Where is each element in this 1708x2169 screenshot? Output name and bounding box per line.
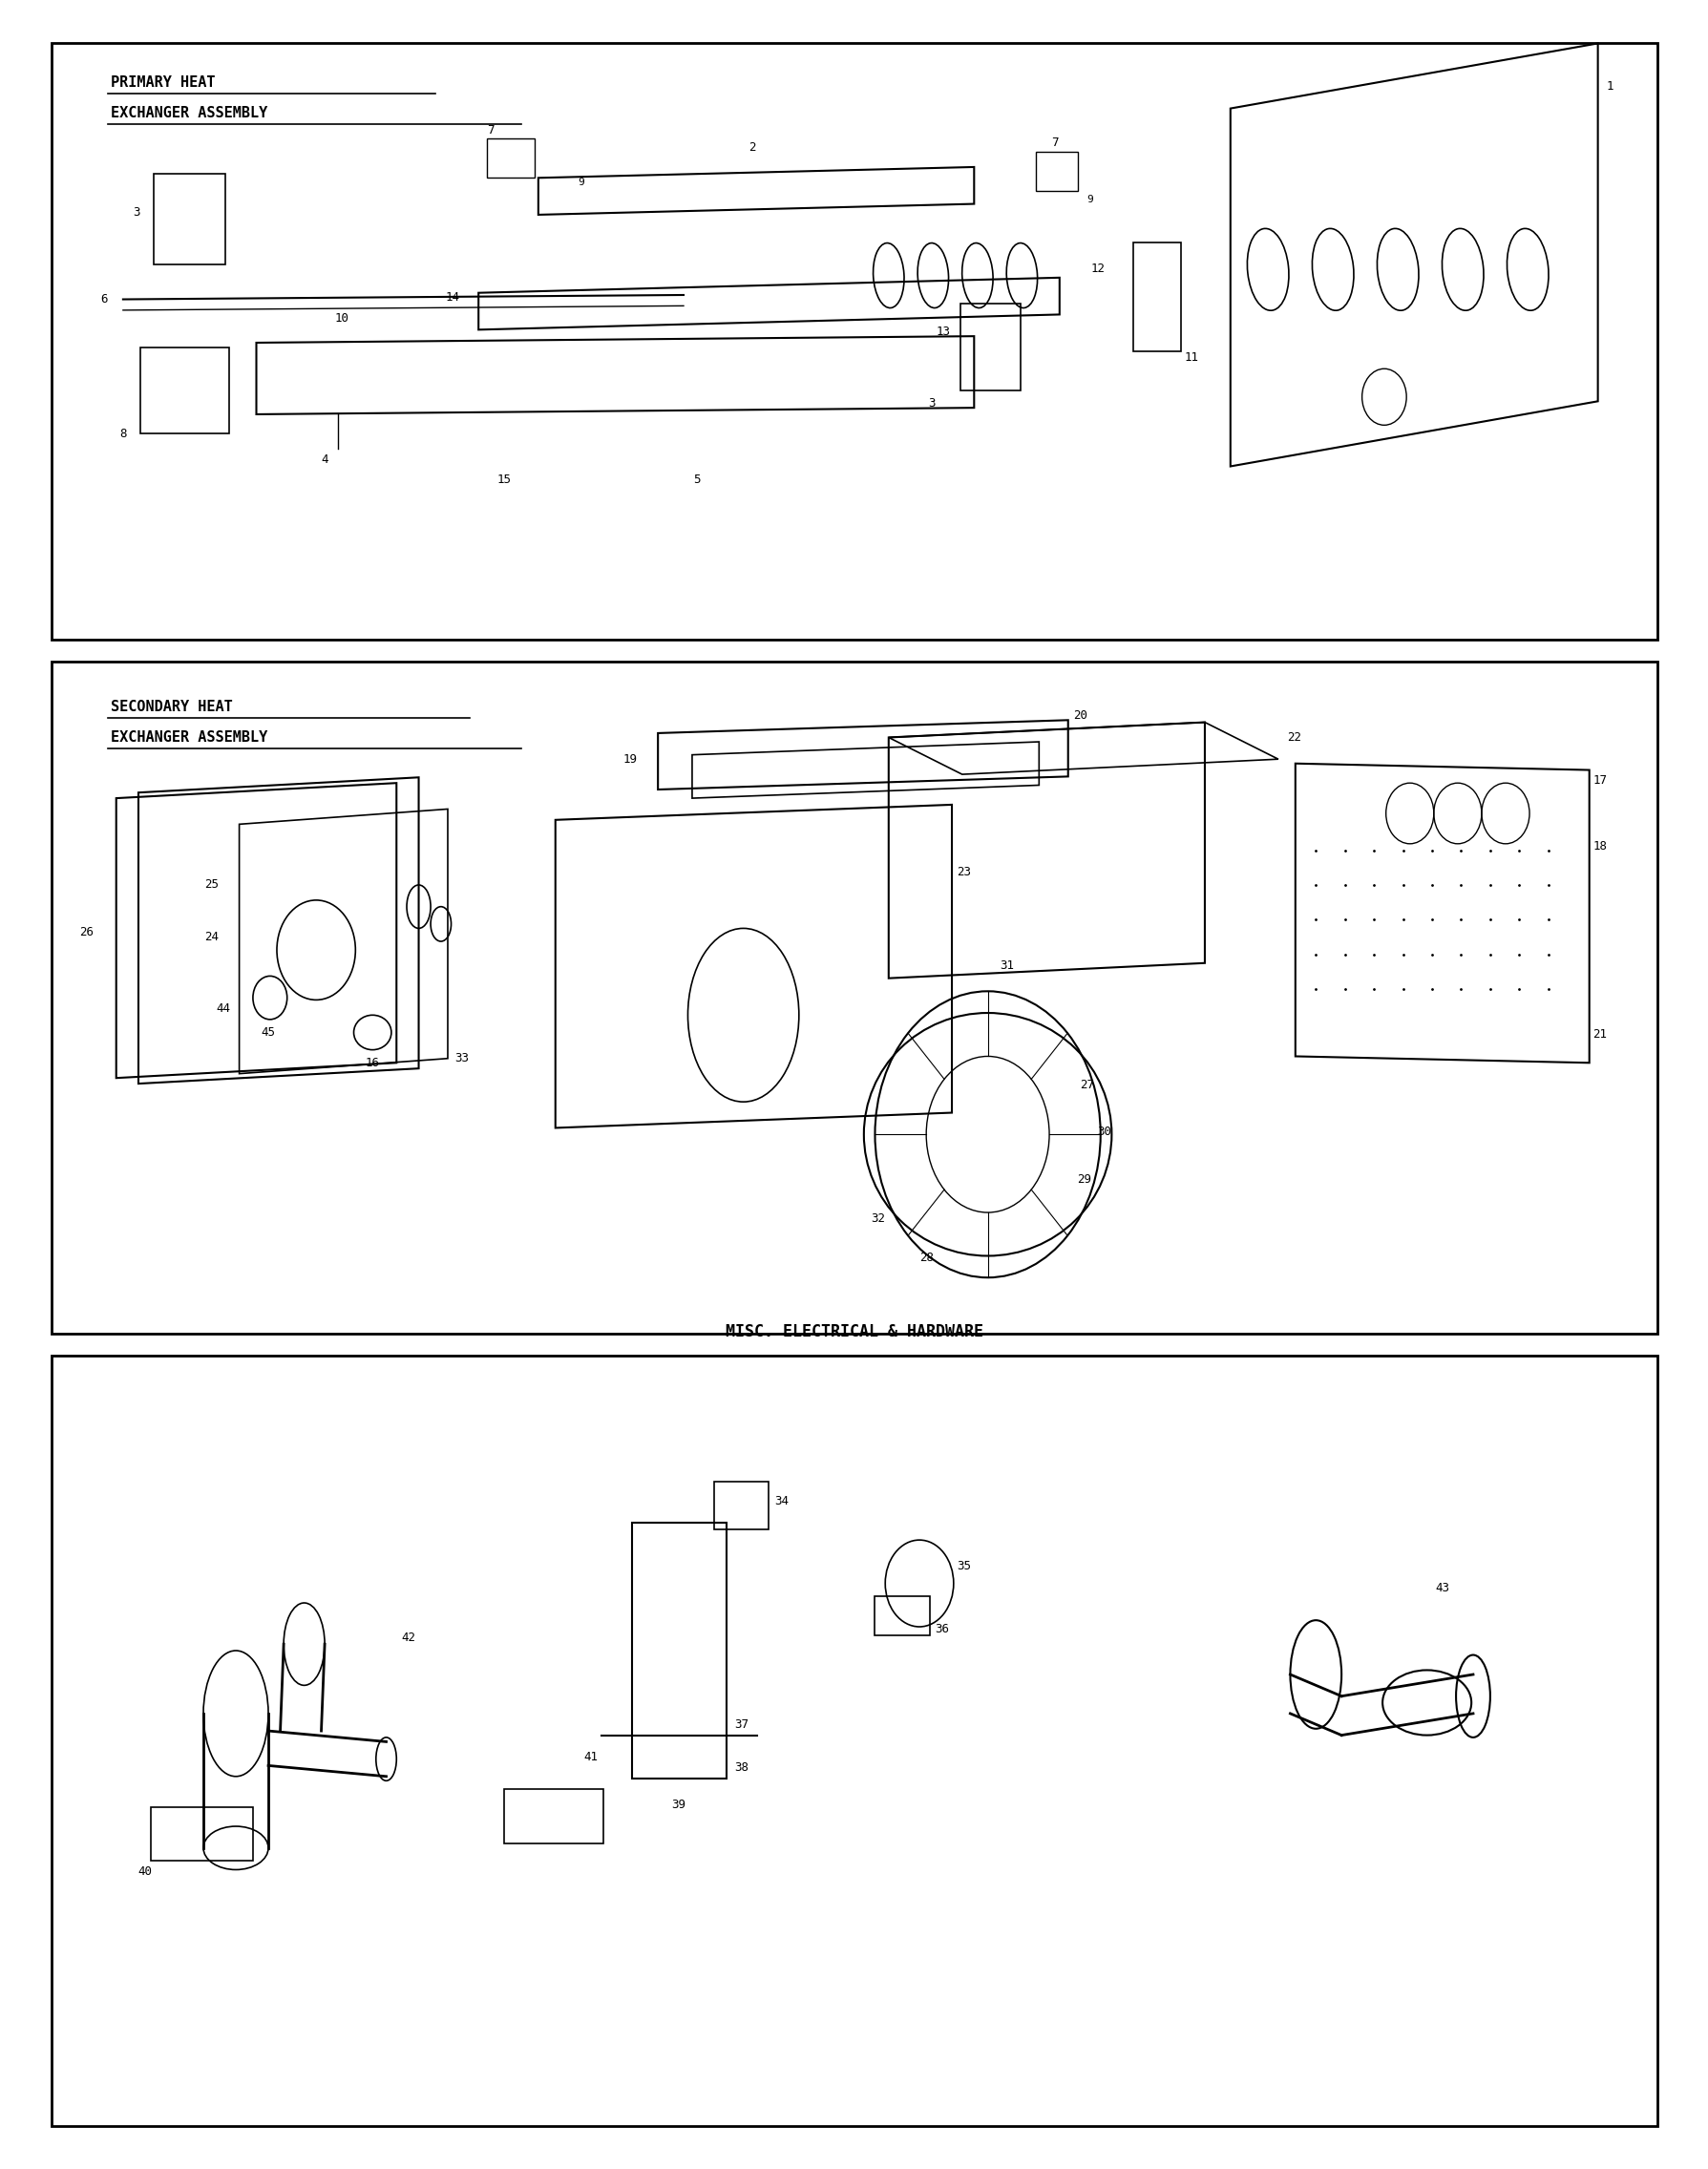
Text: 28: 28	[919, 1252, 933, 1265]
Bar	[504, 1789, 603, 1844]
Text: 23: 23	[956, 865, 970, 878]
Bar	[140, 347, 229, 434]
Text: 41: 41	[584, 1750, 598, 1763]
Text: 22: 22	[1286, 731, 1300, 744]
Bar	[714, 1481, 769, 1529]
Text: EXCHANGER ASSEMBLY: EXCHANGER ASSEMBLY	[111, 731, 268, 744]
Text: 33: 33	[454, 1052, 468, 1065]
Bar	[51, 662, 1657, 1334]
Text: 3: 3	[927, 397, 934, 410]
Bar	[1132, 243, 1180, 351]
Text: 42: 42	[401, 1631, 415, 1644]
Text: 7: 7	[1050, 137, 1057, 150]
Bar	[487, 139, 535, 178]
Text: 4: 4	[321, 453, 328, 466]
Text: 39: 39	[671, 1798, 685, 1811]
Text: 44: 44	[217, 1002, 231, 1015]
Text: 27: 27	[1079, 1078, 1093, 1091]
Text: 7: 7	[487, 124, 494, 137]
Text: 1: 1	[1606, 80, 1612, 93]
Text: 34: 34	[774, 1494, 787, 1507]
Text: 20: 20	[1073, 709, 1086, 722]
Text: 5: 5	[693, 473, 700, 486]
Text: 10: 10	[335, 312, 348, 325]
Text: 6: 6	[101, 293, 108, 306]
Bar	[960, 304, 1020, 390]
Text: 11: 11	[1184, 351, 1197, 364]
Text: 24: 24	[205, 931, 219, 944]
Bar	[51, 1356, 1657, 2126]
Bar	[150, 1807, 253, 1861]
Text: 21: 21	[1592, 1028, 1606, 1041]
Text: 18: 18	[1592, 839, 1606, 852]
Bar	[1035, 152, 1078, 191]
Text: 8: 8	[120, 427, 126, 440]
Text: 30: 30	[1097, 1126, 1110, 1139]
Text: 26: 26	[80, 926, 94, 939]
Text: 37: 37	[734, 1718, 748, 1731]
Text: 45: 45	[261, 1026, 275, 1039]
Bar	[51, 43, 1657, 640]
Text: 3: 3	[133, 206, 140, 219]
Text: SECONDARY HEAT: SECONDARY HEAT	[111, 701, 232, 714]
Text: 14: 14	[446, 291, 459, 304]
Text: 38: 38	[734, 1761, 748, 1774]
Text: 35: 35	[956, 1560, 970, 1573]
Text: 32: 32	[871, 1212, 885, 1225]
Bar	[874, 1596, 929, 1635]
Text: 2: 2	[748, 141, 755, 154]
Text: 25: 25	[205, 878, 219, 891]
Text: 19: 19	[623, 753, 637, 766]
Text: 12: 12	[1090, 262, 1103, 275]
Text: 36: 36	[934, 1622, 948, 1635]
Text: 13: 13	[936, 325, 950, 338]
Text: EXCHANGER ASSEMBLY: EXCHANGER ASSEMBLY	[111, 106, 268, 119]
Text: MISC. ELECTRICAL & HARDWARE: MISC. ELECTRICAL & HARDWARE	[726, 1323, 982, 1340]
Text: 40: 40	[138, 1865, 152, 1878]
Text: 9: 9	[1086, 195, 1093, 204]
Text: 16: 16	[366, 1056, 379, 1069]
Text: 15: 15	[497, 473, 511, 486]
Text: 17: 17	[1592, 774, 1606, 787]
Bar	[154, 174, 225, 265]
Text: 31: 31	[999, 959, 1013, 972]
Text: PRIMARY HEAT: PRIMARY HEAT	[111, 76, 215, 89]
Text: 29: 29	[1076, 1173, 1090, 1186]
Text: 9: 9	[577, 178, 584, 187]
Text: 43: 43	[1435, 1581, 1448, 1594]
